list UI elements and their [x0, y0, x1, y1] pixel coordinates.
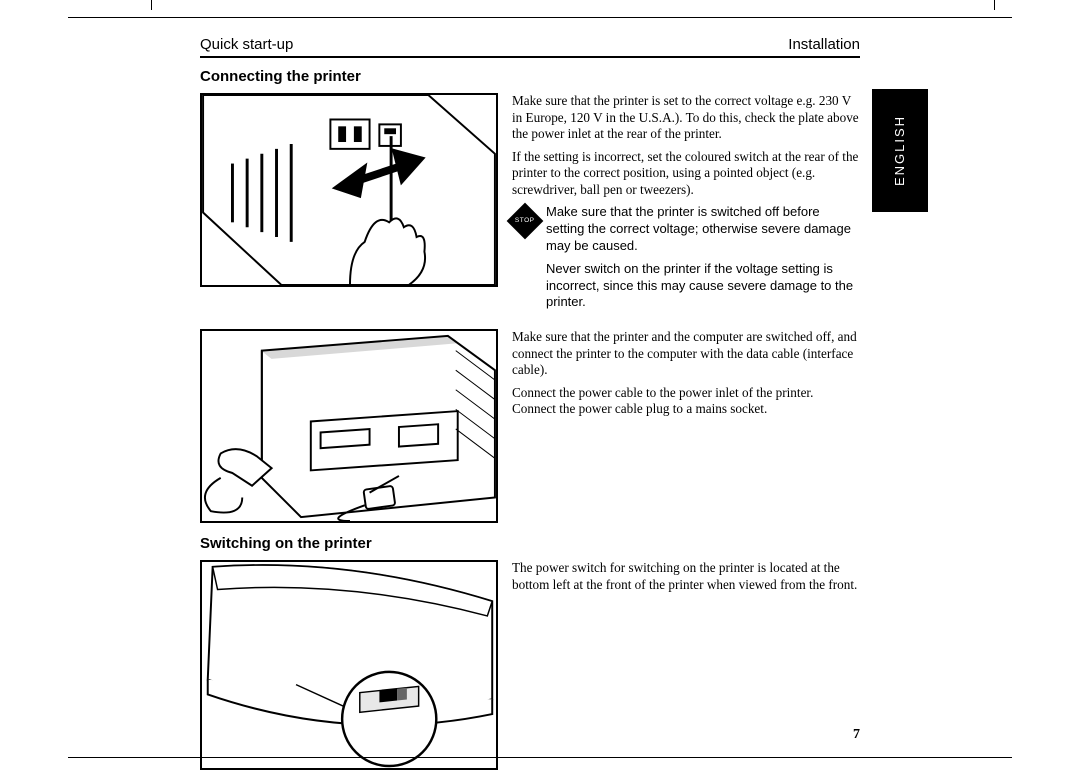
- figure-cable-connection: [200, 329, 498, 523]
- section1-warning: STOP Make sure that the printer is switc…: [512, 204, 860, 317]
- language-tab: ENGLISH: [872, 89, 928, 212]
- language-tab-label: ENGLISH: [893, 115, 908, 186]
- page-number: 7: [200, 727, 860, 743]
- section1-text1: Make sure that the printer is set to the…: [512, 93, 860, 317]
- figure-voltage-switch: [200, 93, 498, 287]
- main-content: Connecting the printer: [200, 68, 860, 782]
- section1-warning2: Never switch on the printer if the volta…: [546, 261, 860, 312]
- top-rule: [68, 17, 1012, 18]
- crop-mark-right: [994, 0, 995, 10]
- section1-para3: Make sure that the printer and the compu…: [512, 329, 860, 379]
- section1-para4: Connect the power cable to the power inl…: [512, 385, 860, 418]
- header-left: Quick start-up: [200, 36, 293, 53]
- bottom-rule: [68, 757, 1012, 758]
- header-rule: [200, 56, 860, 58]
- section1-warning-text: Make sure that the printer is switched o…: [546, 204, 860, 317]
- header-right: Installation: [788, 36, 860, 53]
- section1-para2: If the setting is incorrect, set the col…: [512, 149, 860, 199]
- section1-row2: Make sure that the printer and the compu…: [200, 329, 860, 523]
- section2-title: Switching on the printer: [200, 535, 860, 552]
- stop-icon: STOP: [507, 203, 544, 240]
- section1-para1: Make sure that the printer is set to the…: [512, 93, 860, 143]
- section1-text2: Make sure that the printer and the compu…: [512, 329, 860, 523]
- section1-row1: Make sure that the printer is set to the…: [200, 93, 860, 317]
- section1-title: Connecting the printer: [200, 68, 860, 85]
- section2-para1: The power switch for switching on the pr…: [512, 560, 860, 593]
- page-header: Quick start-up Installation: [200, 36, 860, 53]
- crop-mark-left: [151, 0, 152, 10]
- section1-warning1: Make sure that the printer is switched o…: [546, 204, 860, 255]
